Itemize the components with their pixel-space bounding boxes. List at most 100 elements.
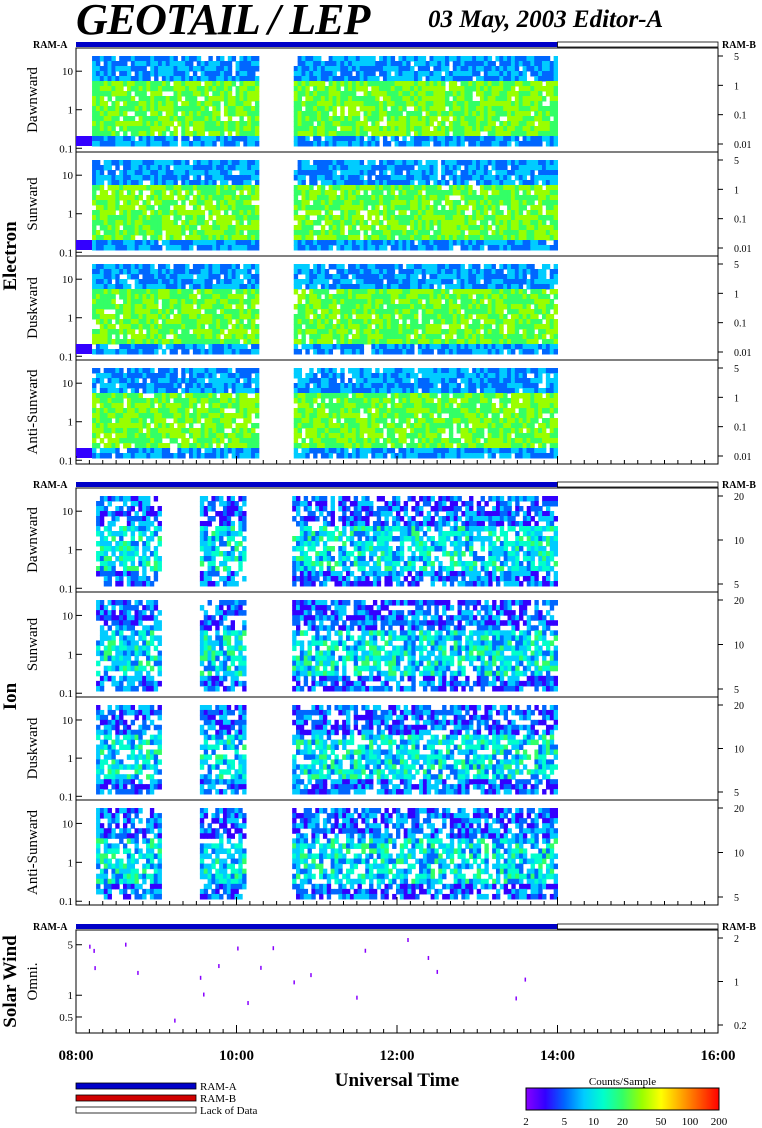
colorbar-tick-label: 5 (562, 1116, 568, 1128)
x-tick-label: 08:00 (59, 1048, 94, 1064)
colorbar-tick-label: 20 (617, 1116, 629, 1128)
y-tick-label: 5 (68, 940, 74, 952)
x-tick-label: 16:00 (701, 1048, 736, 1064)
y-tick-label: 0.1 (59, 247, 73, 259)
right-tick-label: 0.1 (734, 319, 747, 330)
panel-electron-duskward: 0.1 1 10 0.01 0.1 1 5 Duskward (25, 255, 752, 363)
right-tick-label: 10 (734, 849, 744, 860)
ram-b-label: RAM-B (722, 922, 756, 933)
right-tick-label: 20 (734, 701, 744, 712)
panel-ion-sunward: 0.1 1 10 5 10 20 Sunward (25, 591, 744, 700)
lack-of-data-bar (557, 41, 719, 48)
legend-label: RAM-B (200, 1093, 236, 1105)
panel-solar-wind-omni-: 0.5 1 5 0.2 1 2 Omni. (25, 929, 747, 1034)
group-label: Ion (0, 682, 21, 710)
legend-swatch (75, 1082, 197, 1090)
y-tick-label: 10 (62, 715, 74, 727)
right-tick-label: 5 (734, 685, 739, 696)
panel-label: Omni. (25, 963, 41, 1001)
legend-label: RAM-A (200, 1081, 237, 1093)
x-axis-label: Universal Time (335, 1070, 459, 1091)
right-tick-label: 0.2 (734, 1021, 747, 1032)
y-tick-label: 1 (68, 649, 74, 661)
colorbar-tick-label: 100 (682, 1116, 699, 1128)
y-tick-label: 1 (68, 990, 74, 1002)
y-tick-label: 10 (62, 170, 74, 182)
ram-a-bar (76, 482, 558, 487)
right-tick-label: 2 (734, 934, 739, 945)
right-tick-label: 1 (734, 81, 739, 92)
right-tick-label: 5 (734, 52, 739, 63)
right-tick-label: 5 (734, 893, 739, 904)
colorbar-tick-label: 10 (588, 1116, 600, 1128)
ram-a-label: RAM-A (33, 922, 68, 933)
y-tick-label: 0.1 (59, 351, 73, 363)
lack-of-data-bar (557, 923, 719, 930)
right-tick-label: 0.01 (734, 140, 752, 151)
y-tick-label: 1 (68, 753, 74, 765)
colorbar-tick-label: 50 (655, 1116, 667, 1128)
x-tick-label: 14:00 (540, 1048, 575, 1064)
panel-label: Dawnward (25, 507, 41, 573)
y-tick-label: 1 (68, 105, 74, 117)
right-tick-label: 10 (734, 745, 744, 756)
right-tick-label: 10 (734, 641, 744, 652)
right-tick-label: 10 (734, 536, 744, 547)
right-tick-label: 1 (734, 978, 739, 989)
page-subtitle: 03 May, 2003 Editor-A (428, 6, 664, 33)
panel-label: Duskward (25, 277, 41, 339)
group-label: Solar Wind (0, 935, 21, 1028)
right-tick-label: 20 (734, 492, 744, 503)
ram-b-label: RAM-B (722, 40, 756, 51)
y-tick-label: 10 (62, 378, 74, 390)
panel-electron-dawnward: 0.1 1 10 0.01 0.1 1 5 Dawnward (25, 47, 752, 155)
y-tick-label: 1 (68, 209, 74, 221)
colorbar (525, 1087, 720, 1111)
y-tick-label: 0.1 (59, 791, 73, 803)
y-tick-label: 0.1 (59, 896, 73, 908)
right-tick-label: 0.01 (734, 244, 752, 255)
right-tick-label: 20 (734, 596, 744, 607)
y-tick-label: 1 (68, 313, 74, 325)
y-tick-label: 1 (68, 417, 74, 429)
y-tick-label: 10 (62, 274, 74, 286)
y-tick-label: 0.1 (59, 143, 73, 155)
panel-label: Anti-Sunward (25, 369, 41, 454)
ram-a-label: RAM-A (33, 40, 68, 51)
right-tick-label: 0.1 (734, 423, 747, 434)
ram-a-bar (76, 42, 558, 47)
right-tick-label: 5 (734, 788, 739, 799)
panel-ion-duskward: 0.1 1 10 5 10 20 Duskward (25, 696, 744, 803)
legend-swatch (75, 1106, 197, 1114)
right-tick-label: 5 (734, 260, 739, 271)
right-tick-label: 0.1 (734, 215, 747, 226)
y-tick-label: 0.1 (59, 583, 73, 595)
panel-label: Sunward (25, 177, 41, 231)
group-label: Electron (0, 221, 21, 291)
y-tick-label: 0.1 (59, 455, 73, 467)
ram-a-label: RAM-A (33, 480, 68, 491)
y-tick-label: 10 (62, 506, 74, 518)
panel-label: Dawnward (25, 67, 41, 133)
right-tick-label: 0.01 (734, 348, 752, 359)
panel-electron-sunward: 0.1 1 10 0.01 0.1 1 5 Sunward (25, 151, 752, 259)
right-tick-label: 5 (734, 364, 739, 375)
panel-label: Sunward (25, 617, 41, 671)
right-tick-label: 0.1 (734, 111, 747, 122)
legend-swatch (75, 1094, 197, 1102)
y-tick-label: 10 (62, 610, 74, 622)
y-tick-label: 1 (68, 857, 74, 869)
right-tick-label: 20 (734, 804, 744, 815)
panel-ion-anti-sunward: 0.1 1 10 5 10 20 Anti-Sunward (25, 799, 744, 908)
y-tick-label: 10 (62, 66, 74, 78)
y-tick-label: 0.1 (59, 688, 73, 700)
right-tick-label: 1 (734, 393, 739, 404)
y-tick-label: 1 (68, 545, 74, 557)
ram-a-bar (76, 924, 558, 929)
colorbar-tick-label: 200 (711, 1116, 728, 1128)
page-title: GEOTAIL / LEP (76, 0, 370, 44)
right-tick-label: 5 (734, 580, 739, 591)
panel-electron-anti-sunward: 0.1 1 10 0.01 0.1 1 5 Anti-Sunward (25, 359, 752, 467)
legend-label: Lack of Data (200, 1105, 258, 1117)
